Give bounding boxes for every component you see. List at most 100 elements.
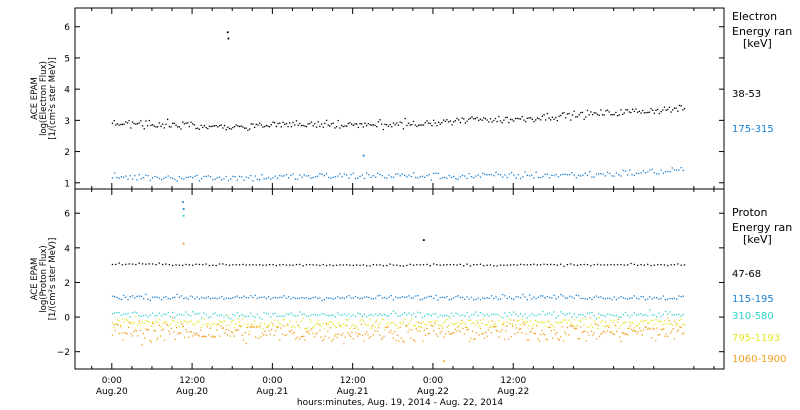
data-point bbox=[184, 336, 186, 339]
data-point bbox=[502, 176, 504, 178]
data-point bbox=[673, 320, 676, 322]
data-point bbox=[620, 109, 622, 111]
data-point bbox=[676, 298, 678, 300]
data-point bbox=[122, 339, 124, 341]
data-point bbox=[214, 297, 216, 299]
data-point bbox=[386, 124, 388, 126]
data-point bbox=[416, 125, 418, 128]
data-point bbox=[585, 116, 587, 118]
data-point bbox=[317, 297, 319, 300]
data-point bbox=[228, 324, 231, 326]
data-point bbox=[594, 323, 597, 325]
data-point bbox=[560, 311, 562, 313]
data-point bbox=[120, 123, 122, 126]
data-point bbox=[588, 334, 590, 336]
data-point bbox=[619, 336, 621, 338]
data-point bbox=[580, 297, 582, 300]
data-point bbox=[349, 122, 351, 124]
data-point bbox=[548, 312, 551, 314]
data-point bbox=[476, 116, 478, 119]
data-point bbox=[566, 313, 569, 315]
data-point bbox=[544, 297, 546, 299]
data-point bbox=[202, 324, 204, 326]
data-point bbox=[546, 295, 548, 298]
data-point bbox=[504, 312, 506, 314]
data-point bbox=[234, 296, 236, 298]
data-point bbox=[360, 323, 362, 326]
data-point bbox=[406, 124, 408, 127]
data-point bbox=[526, 117, 528, 119]
data-point bbox=[538, 340, 540, 342]
data-point bbox=[190, 331, 192, 333]
data-point bbox=[533, 177, 535, 179]
data-point bbox=[303, 174, 305, 176]
data-point bbox=[293, 331, 296, 334]
data-point bbox=[493, 323, 495, 326]
data-point bbox=[522, 176, 524, 178]
data-point bbox=[668, 106, 671, 108]
data-point bbox=[168, 125, 170, 128]
data-point bbox=[456, 117, 458, 120]
data-point bbox=[185, 263, 187, 266]
data-point bbox=[629, 325, 631, 327]
data-point bbox=[203, 318, 206, 320]
data-point bbox=[545, 119, 547, 121]
data-point bbox=[683, 332, 685, 334]
data-point bbox=[648, 327, 650, 329]
data-point bbox=[415, 176, 417, 179]
data-point bbox=[296, 315, 299, 317]
data-point bbox=[341, 325, 343, 328]
data-point bbox=[491, 121, 493, 123]
data-point bbox=[417, 124, 420, 126]
data-point bbox=[325, 297, 328, 299]
data-point bbox=[536, 117, 538, 119]
data-point bbox=[131, 323, 134, 325]
data-point bbox=[313, 336, 316, 338]
data-point bbox=[134, 329, 136, 331]
data-point bbox=[538, 322, 540, 324]
data-point bbox=[203, 125, 206, 127]
data-point bbox=[334, 297, 337, 299]
data-point bbox=[570, 322, 572, 324]
data-point bbox=[600, 314, 602, 316]
data-point bbox=[195, 127, 197, 130]
data-point bbox=[562, 313, 564, 315]
data-point bbox=[653, 314, 655, 316]
data-point bbox=[591, 176, 593, 178]
data-point bbox=[327, 124, 329, 126]
data-point bbox=[588, 326, 590, 328]
outlier-point bbox=[422, 239, 425, 241]
data-point bbox=[241, 296, 243, 299]
data-point bbox=[606, 325, 609, 327]
data-point bbox=[426, 296, 428, 299]
data-point bbox=[379, 174, 381, 176]
data-point bbox=[415, 316, 417, 318]
data-point bbox=[381, 175, 383, 177]
data-point bbox=[456, 322, 458, 324]
data-point bbox=[417, 294, 419, 297]
data-point bbox=[618, 174, 620, 176]
data-point bbox=[168, 325, 170, 327]
data-point bbox=[182, 121, 184, 123]
data-point bbox=[648, 111, 650, 113]
data-point bbox=[593, 112, 595, 114]
data-point bbox=[157, 321, 159, 323]
data-point bbox=[383, 177, 386, 179]
data-point bbox=[372, 124, 374, 126]
data-point bbox=[418, 321, 420, 324]
data-point bbox=[598, 296, 600, 298]
data-point bbox=[551, 324, 553, 326]
data-point bbox=[431, 325, 433, 327]
series-795-1193 bbox=[111, 315, 686, 332]
data-point bbox=[583, 324, 585, 326]
data-point bbox=[116, 176, 118, 179]
data-point bbox=[350, 174, 352, 176]
data-point bbox=[444, 120, 446, 123]
data-point bbox=[172, 317, 174, 319]
data-point bbox=[523, 119, 525, 121]
data-point bbox=[328, 297, 330, 299]
data-point bbox=[560, 114, 562, 117]
data-point bbox=[497, 330, 499, 332]
y-tick-label: 2 bbox=[64, 148, 70, 158]
data-point bbox=[428, 313, 430, 315]
